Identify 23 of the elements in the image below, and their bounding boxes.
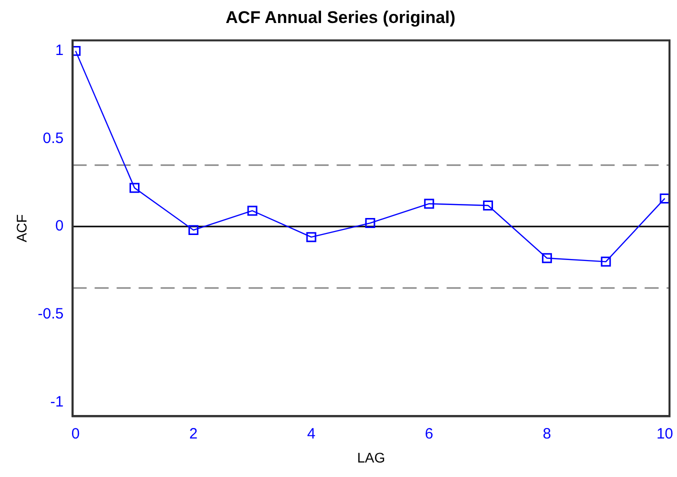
point	[600, 256, 611, 267]
x-tick-label: 6	[424, 425, 434, 442]
chart-title: ACF Annual Series (original)	[226, 8, 456, 27]
point	[188, 225, 198, 236]
y-tick-label: 0	[55, 218, 64, 235]
x-tick-label: 0	[71, 425, 80, 442]
point	[247, 206, 258, 216]
y-tick-label: -1	[50, 393, 64, 410]
point	[424, 198, 434, 209]
point	[542, 253, 552, 264]
x-tick-label: 8	[542, 425, 552, 442]
x-tick-label: 4	[307, 425, 316, 442]
point	[130, 182, 140, 193]
x-tick-label: 2	[189, 425, 198, 442]
x-axis-title: LAG	[357, 449, 386, 466]
y-axis-title: ACF	[13, 214, 30, 242]
y-tick-label: -0.5	[38, 305, 64, 322]
point	[483, 200, 494, 210]
point	[365, 218, 376, 228]
y-tick-label: 0.5	[42, 130, 64, 147]
y-tick-label: 1	[55, 42, 64, 60]
point	[306, 232, 316, 242]
x-tick-label: 10	[656, 425, 674, 442]
